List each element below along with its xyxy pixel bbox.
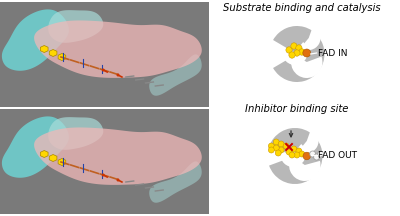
Circle shape xyxy=(314,154,320,160)
Circle shape xyxy=(310,151,316,157)
Circle shape xyxy=(291,43,297,49)
Polygon shape xyxy=(58,54,66,60)
Circle shape xyxy=(268,147,274,153)
Wedge shape xyxy=(299,130,318,153)
Polygon shape xyxy=(149,54,202,96)
Circle shape xyxy=(296,148,302,154)
Polygon shape xyxy=(49,49,57,57)
Wedge shape xyxy=(301,27,320,50)
Polygon shape xyxy=(2,116,69,178)
Circle shape xyxy=(291,146,297,152)
Circle shape xyxy=(273,145,279,151)
Circle shape xyxy=(318,151,324,157)
Polygon shape xyxy=(149,161,202,203)
Circle shape xyxy=(303,152,310,160)
Text: Inhibitor binding site: Inhibitor binding site xyxy=(245,104,349,114)
Circle shape xyxy=(268,143,274,149)
Circle shape xyxy=(275,150,281,156)
Wedge shape xyxy=(269,128,322,184)
Circle shape xyxy=(296,45,302,51)
Text: FAD IN: FAD IN xyxy=(318,49,347,57)
Circle shape xyxy=(299,49,305,55)
Circle shape xyxy=(102,68,105,71)
Polygon shape xyxy=(48,10,103,43)
Polygon shape xyxy=(0,4,208,102)
Wedge shape xyxy=(273,26,324,82)
Text: Substrate binding and catalysis: Substrate binding and catalysis xyxy=(223,3,381,13)
Circle shape xyxy=(116,73,120,76)
Polygon shape xyxy=(0,111,208,209)
Circle shape xyxy=(299,151,305,157)
Polygon shape xyxy=(34,127,202,185)
Polygon shape xyxy=(49,154,57,162)
Circle shape xyxy=(116,178,120,181)
Polygon shape xyxy=(0,109,210,214)
Polygon shape xyxy=(2,10,69,71)
Polygon shape xyxy=(40,46,48,52)
Polygon shape xyxy=(0,2,210,107)
Circle shape xyxy=(289,52,295,58)
Text: FAD OUT: FAD OUT xyxy=(318,151,356,159)
Circle shape xyxy=(102,173,105,176)
Circle shape xyxy=(289,152,295,158)
Circle shape xyxy=(278,147,284,153)
Circle shape xyxy=(294,50,300,56)
Wedge shape xyxy=(281,144,306,167)
Circle shape xyxy=(278,141,284,147)
Circle shape xyxy=(286,149,292,155)
Polygon shape xyxy=(58,159,66,165)
Circle shape xyxy=(283,143,289,149)
Wedge shape xyxy=(283,42,308,65)
Polygon shape xyxy=(48,117,103,150)
Polygon shape xyxy=(34,21,202,78)
Circle shape xyxy=(294,152,300,158)
Wedge shape xyxy=(289,156,320,181)
Circle shape xyxy=(303,49,311,57)
Circle shape xyxy=(286,47,292,53)
Wedge shape xyxy=(291,54,322,78)
Polygon shape xyxy=(40,151,48,157)
Circle shape xyxy=(273,139,279,145)
